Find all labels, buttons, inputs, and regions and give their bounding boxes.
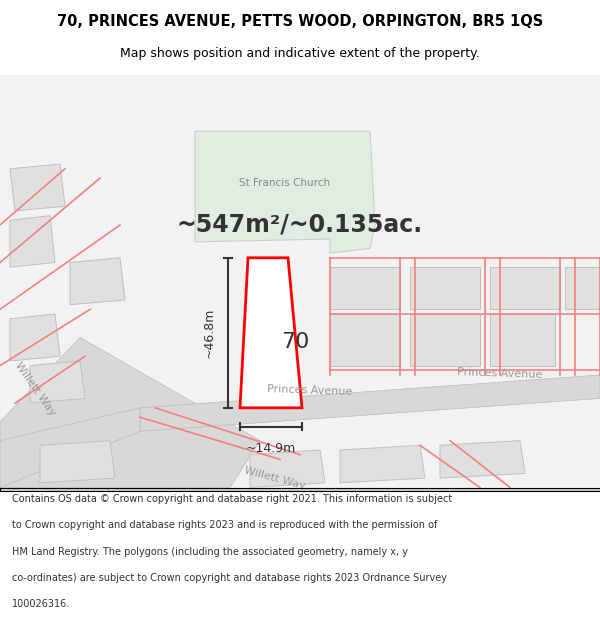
Polygon shape (330, 268, 400, 309)
Polygon shape (410, 314, 480, 366)
Text: St Francis Church: St Francis Church (239, 177, 331, 187)
Polygon shape (10, 216, 55, 268)
Polygon shape (330, 314, 400, 366)
Text: HM Land Registry. The polygons (including the associated geometry, namely x, y: HM Land Registry. The polygons (includin… (12, 547, 408, 557)
Text: Map shows position and indicative extent of the property.: Map shows position and indicative extent… (120, 48, 480, 61)
Text: ~46.8m: ~46.8m (203, 308, 216, 358)
Polygon shape (250, 450, 325, 488)
Polygon shape (340, 445, 425, 483)
Text: Willett Way: Willett Way (243, 465, 307, 491)
Polygon shape (240, 258, 302, 408)
Polygon shape (410, 268, 480, 309)
Polygon shape (140, 375, 600, 431)
Polygon shape (490, 268, 560, 309)
Text: Princes Avenue: Princes Avenue (457, 367, 543, 379)
Text: Contains OS data © Crown copyright and database right 2021. This information is : Contains OS data © Crown copyright and d… (12, 494, 452, 504)
Polygon shape (10, 164, 65, 211)
Text: Princes Avenue: Princes Avenue (267, 384, 353, 398)
Text: 100026316.: 100026316. (12, 599, 70, 609)
Text: 70: 70 (281, 332, 309, 352)
Polygon shape (440, 441, 525, 478)
Polygon shape (565, 268, 600, 309)
Text: Willett Way: Willett Way (13, 361, 57, 418)
Text: co-ordinates) are subject to Crown copyright and database rights 2023 Ordnance S: co-ordinates) are subject to Crown copyr… (12, 572, 447, 582)
Polygon shape (490, 314, 555, 366)
Polygon shape (40, 441, 115, 483)
Polygon shape (195, 131, 375, 253)
Polygon shape (0, 408, 140, 488)
Polygon shape (0, 338, 260, 488)
Text: ~547m²/~0.135ac.: ~547m²/~0.135ac. (177, 213, 423, 237)
Text: ~14.9m: ~14.9m (246, 441, 296, 454)
Polygon shape (70, 258, 125, 304)
Polygon shape (30, 361, 85, 403)
Text: 70, PRINCES AVENUE, PETTS WOOD, ORPINGTON, BR5 1QS: 70, PRINCES AVENUE, PETTS WOOD, ORPINGTO… (57, 14, 543, 29)
Polygon shape (10, 314, 60, 361)
Text: to Crown copyright and database rights 2023 and is reproduced with the permissio: to Crown copyright and database rights 2… (12, 521, 437, 531)
